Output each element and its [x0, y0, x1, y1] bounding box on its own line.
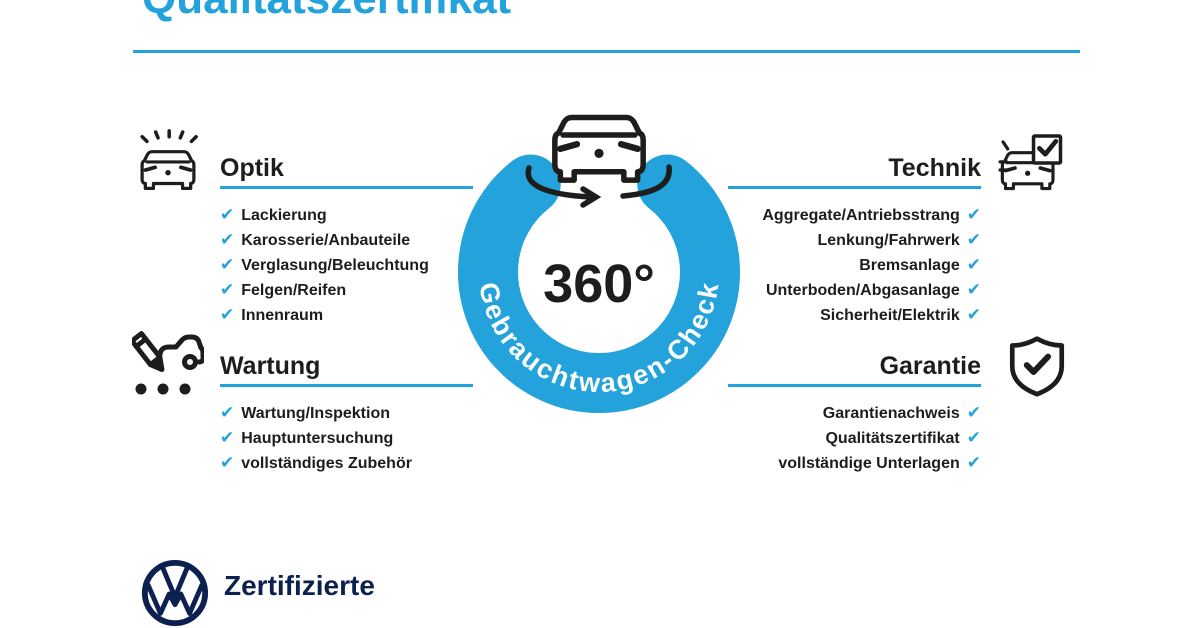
section-optik-list: ✔ Lackierung ✔ Karosserie/Anbauteile ✔ Verg… — [220, 203, 473, 328]
check-item: ✔ Hauptuntersuchung — [220, 426, 473, 451]
check-item: ✔ Wartung/Inspektion — [220, 401, 473, 426]
title-divider — [133, 50, 1080, 53]
section-garantie: Garantie Garantienachweis ✔ Qualitätszert… — [728, 348, 981, 476]
section-garantie-title: Garantie — [879, 352, 981, 380]
checkmark-icon: ✔ — [220, 230, 235, 250]
section-technik-rule — [728, 186, 981, 189]
check-item: ✔ vollständiges Zubehör — [220, 451, 473, 476]
checkmark-icon: ✔ — [220, 280, 235, 300]
check-item: Sicherheit/Elektrik ✔ — [728, 303, 981, 328]
check-item-label: Aggregate/Antriebsstrang — [762, 207, 960, 224]
vw-logo — [140, 558, 210, 628]
checkmark-icon: ✔ — [220, 428, 235, 448]
checkmark-icon: ✔ — [966, 428, 981, 448]
checkmark-icon: ✔ — [966, 205, 981, 225]
check-item: vollständige Unterlagen ✔ — [728, 451, 981, 476]
check-item-label: Bremsanlage — [859, 257, 960, 274]
check-item-label: vollständiges Zubehör — [241, 455, 412, 472]
ring-arc — [458, 154, 740, 413]
check-item: Aggregate/Antriebsstrang ✔ — [728, 203, 981, 228]
checkmark-icon: ✔ — [966, 453, 981, 473]
checkmark-icon: ✔ — [220, 255, 235, 275]
footer-label: Zertifizierte — [224, 570, 375, 601]
section-garantie-list: Garantienachweis ✔ Qualitätszertifikat ✔ v… — [728, 401, 981, 476]
check-item-label: Wartung/Inspektion — [241, 405, 390, 422]
car-360-rotation-icon — [525, 118, 672, 208]
check-item: ✔ Lackierung — [220, 203, 473, 228]
check-item: ✔ Innenraum — [220, 303, 473, 328]
sparkling-car-icon — [134, 122, 202, 196]
shield-check-icon — [1008, 332, 1066, 400]
check-item-label: Garantienachweis — [822, 405, 960, 422]
section-wartung: Wartung ✔ Wartung/Inspektion ✔ Hauptunters… — [220, 348, 473, 476]
check-item: Unterboden/Abgasanlage ✔ — [728, 278, 981, 303]
check-item: ✔ Verglasung/Beleuchtung — [220, 253, 473, 278]
check-item-label: Innenraum — [241, 307, 324, 324]
check-item: Garantienachweis ✔ — [728, 401, 981, 426]
check-item-label: Felgen/Reifen — [241, 282, 347, 299]
checkmark-icon: ✔ — [966, 280, 981, 300]
section-technik-title: Technik — [888, 154, 981, 182]
section-optik-title: Optik — [220, 154, 284, 182]
360-check-badge: Gebrauchtwagen-Check 360° — [439, 100, 759, 430]
section-wartung-rule — [220, 384, 473, 387]
check-item-label: Lackierung — [241, 207, 327, 224]
pencil-car-icon — [132, 326, 204, 400]
section-technik-list: Aggregate/Antriebsstrang ✔ Lenkung/Fahrwe… — [728, 203, 981, 328]
check-item: ✔ Felgen/Reifen — [220, 278, 473, 303]
check-item-label: Qualitätszertifikat — [825, 430, 960, 447]
checkmark-icon: ✔ — [220, 205, 235, 225]
check-item-label: Hauptuntersuchung — [241, 430, 394, 447]
car-checkbox-icon — [996, 126, 1064, 200]
checkmark-icon: ✔ — [966, 305, 981, 325]
section-optik: Optik ✔ Lackierung ✔ Karosserie/Anbauteile… — [220, 150, 473, 328]
check-item-label: Verglasung/Beleuchtung — [241, 257, 429, 274]
section-optik-rule — [220, 186, 473, 189]
checkmark-icon: ✔ — [220, 453, 235, 473]
checkmark-icon: ✔ — [220, 305, 235, 325]
checkmark-icon: ✔ — [966, 255, 981, 275]
checkmark-icon: ✔ — [966, 403, 981, 423]
section-wartung-title: Wartung — [220, 352, 321, 380]
check-item-label: Unterboden/Abgasanlage — [765, 282, 960, 299]
checkmark-icon: ✔ — [220, 403, 235, 423]
check-item-label: Karosserie/Anbauteile — [241, 232, 411, 249]
check-item: ✔ Karosserie/Anbauteile — [220, 228, 473, 253]
check-item-label: Lenkung/Fahrwerk — [817, 232, 960, 249]
page-title: Qualitätszertifikat — [142, 0, 511, 22]
degrees-label: 360° — [543, 254, 655, 314]
section-garantie-rule — [728, 384, 981, 387]
check-item-label: vollständige Unterlagen — [778, 455, 960, 472]
check-item: Lenkung/Fahrwerk ✔ — [728, 228, 982, 253]
check-item-label: Sicherheit/Elektrik — [820, 307, 960, 324]
checkmark-icon: ✔ — [966, 230, 981, 250]
check-item: Qualitätszertifikat ✔ — [728, 426, 981, 451]
section-wartung-list: ✔ Wartung/Inspektion ✔ Hauptuntersuchung ✔… — [220, 401, 473, 476]
check-item: Bremsanlage ✔ — [728, 253, 981, 278]
section-technik: Technik Aggregate/Antriebsstrang ✔ Lenkun… — [728, 150, 981, 328]
